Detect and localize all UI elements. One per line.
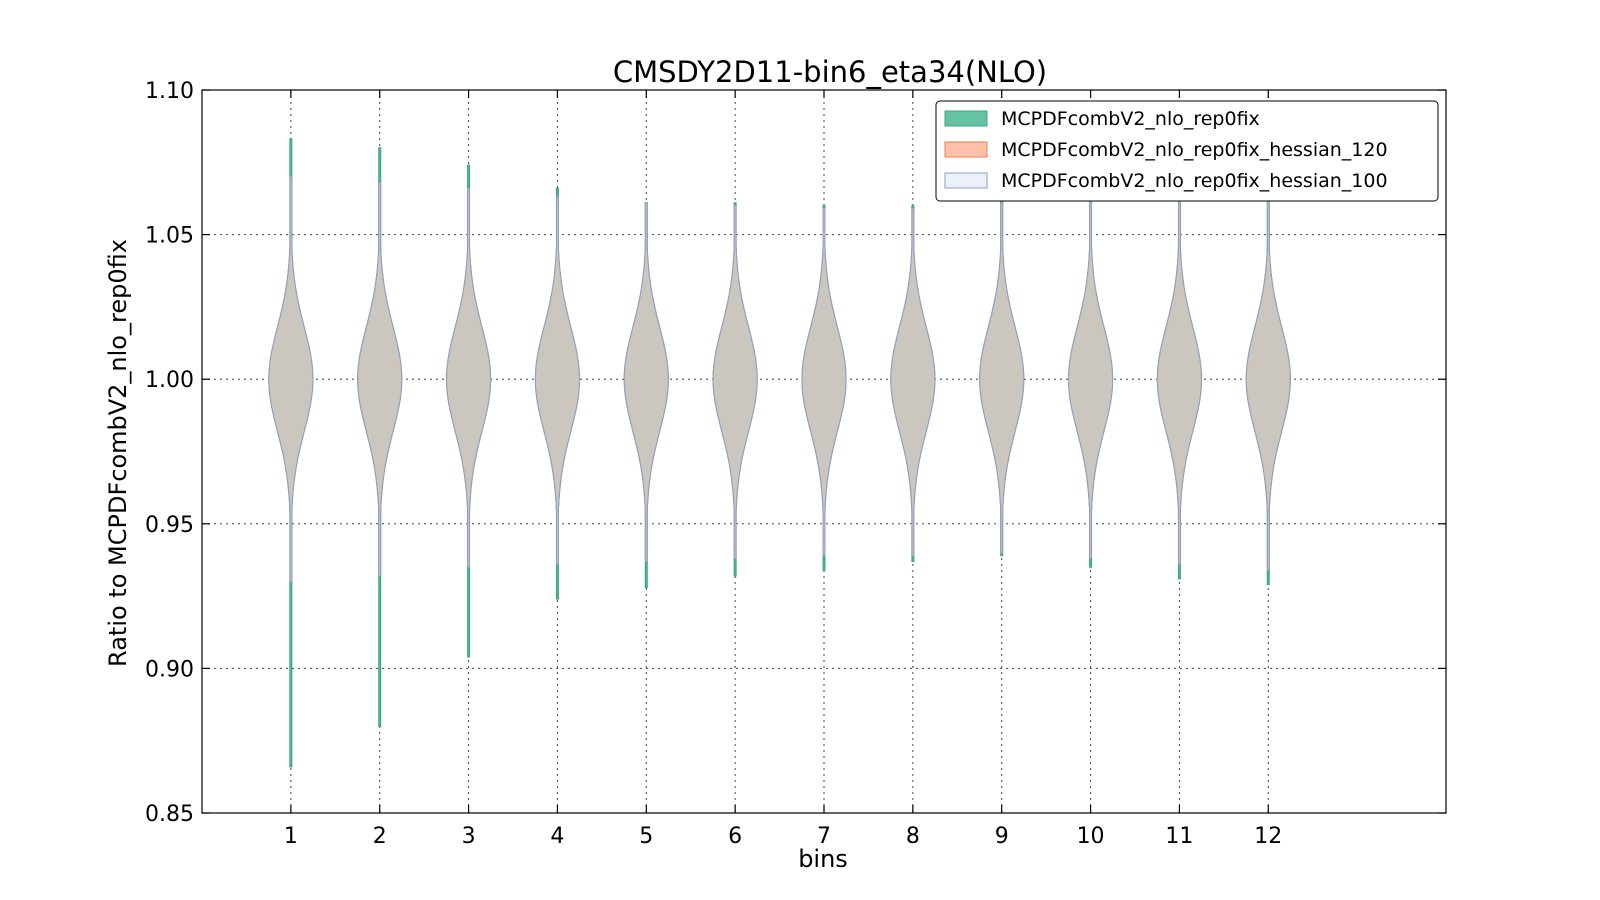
legend-swatch: [944, 141, 988, 158]
x-tick-label: 3: [462, 824, 476, 849]
y-tick-label: 0.95: [145, 513, 194, 538]
y-tick-label: 0.90: [145, 657, 194, 682]
violin-bin-6: [712, 205, 758, 559]
y-tick-label: 1.05: [145, 224, 194, 249]
x-tick-label: 6: [728, 824, 742, 849]
violin-series-3: [268, 176, 1291, 583]
legend: MCPDFcombV2_nlo_rep0fix MCPDFcombV2_nlo_r…: [935, 100, 1439, 202]
violin-bin-10: [1068, 196, 1114, 559]
violin-bin-7: [801, 208, 847, 557]
y-tick-label: 1.00: [145, 368, 194, 393]
x-axis-label: bins: [798, 845, 848, 873]
violin-bin-1: [268, 176, 314, 583]
y-tick-label: 1.10: [145, 79, 194, 104]
x-tick-label: 8: [906, 824, 920, 849]
violin-bin-11: [1156, 193, 1202, 565]
x-tick-label: 9: [995, 824, 1009, 849]
x-tick-label: 10: [1077, 824, 1105, 849]
x-tick-label: 2: [373, 824, 387, 849]
violin-bin-9: [979, 202, 1025, 554]
axes: 0.850.900.951.001.051.101 2 3 4 5 6 7 8 9 10 11 12: [145, 79, 1447, 849]
y-tick-label: 0.85: [145, 802, 194, 827]
violin-bin-5: [623, 202, 669, 562]
chart-title: CMSDY2D11-bin6_eta34(NLO): [613, 55, 1047, 89]
violin-bin-8: [890, 208, 936, 557]
violin-bin-4: [534, 196, 580, 565]
legend-swatch: [944, 110, 988, 127]
y-axis-label: Ratio to MCPDFcombV2_nlo_rep0fix: [104, 239, 132, 667]
x-tick-label: 4: [550, 824, 564, 849]
x-tick-label: 7: [817, 824, 831, 849]
legend-swatch: [944, 172, 988, 189]
violin-series-1: [268, 138, 1291, 768]
x-tick-label: 12: [1254, 824, 1282, 849]
x-tick-label: 11: [1165, 824, 1193, 849]
x-tick-label: 1: [284, 824, 298, 849]
x-tick-label: 5: [639, 824, 653, 849]
violin-bin-2: [357, 182, 403, 577]
legend-label: MCPDFcombV2_nlo_rep0fix: [1001, 108, 1260, 130]
violins: [268, 138, 1291, 768]
legend-box: [935, 100, 1439, 202]
plot-frame: [201, 89, 1447, 814]
legend-label: MCPDFcombV2_nlo_rep0fix_hessian_100: [1001, 170, 1388, 192]
violin-bin-12: [1245, 190, 1291, 571]
violin-bin-3: [446, 187, 492, 568]
legend-label: MCPDFcombV2_nlo_rep0fix_hessian_120: [1001, 139, 1388, 161]
